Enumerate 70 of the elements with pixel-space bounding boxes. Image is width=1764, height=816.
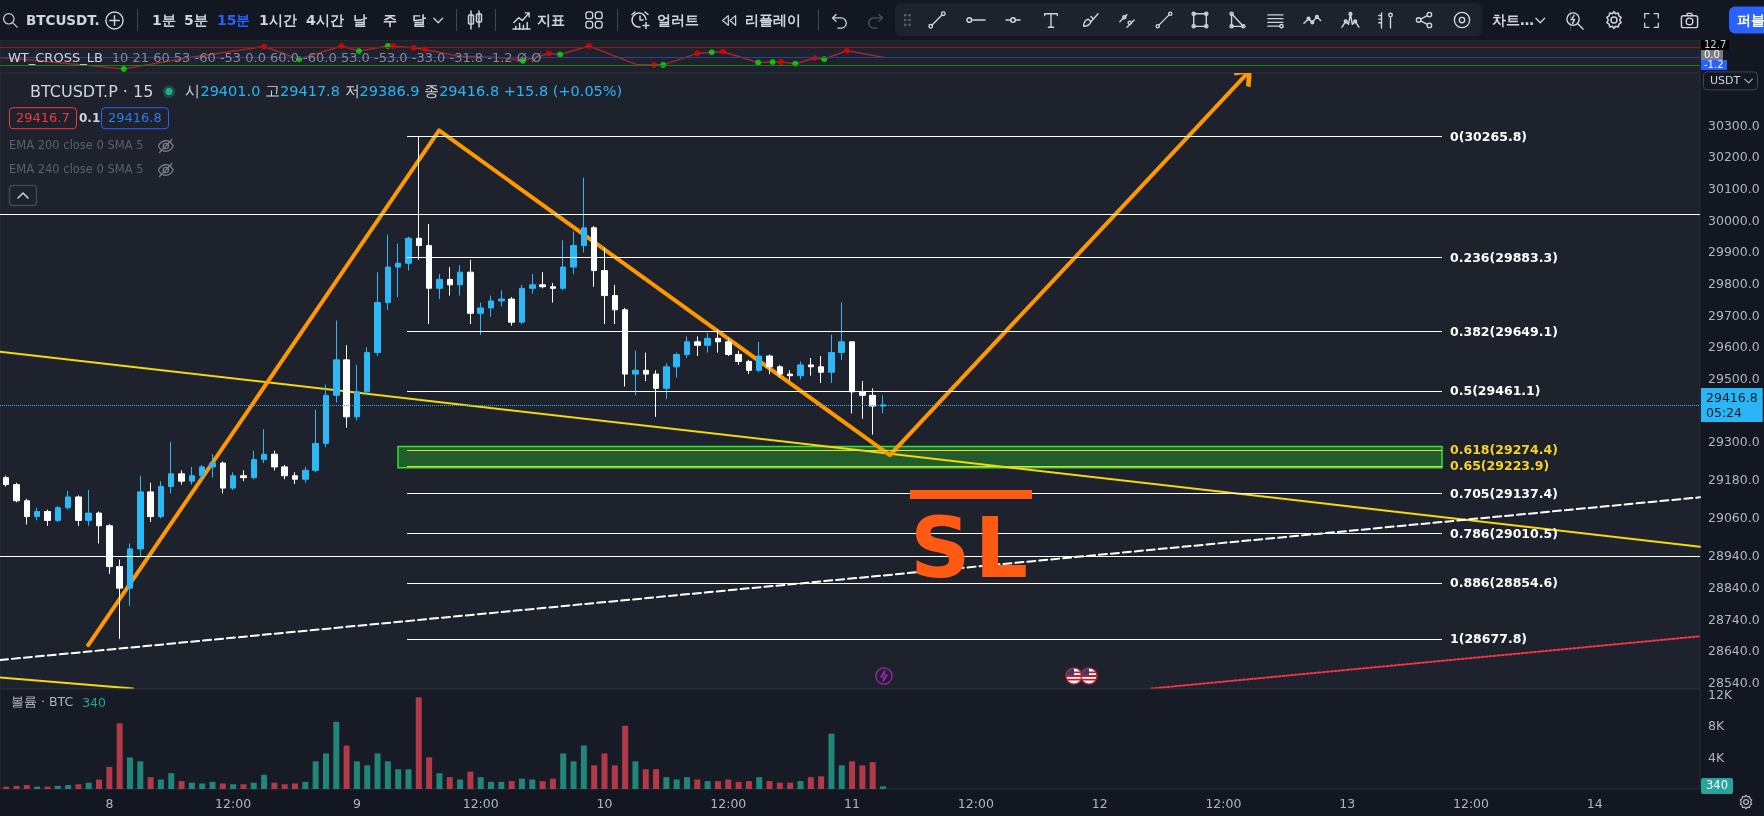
text: 달 xyxy=(412,11,426,29)
y-tick-label: 30000.0 xyxy=(1708,212,1760,228)
text: BTCUSDT.P · 15 xyxy=(30,81,154,101)
x-tick-label: 12:00 xyxy=(957,796,994,811)
text: 1분 xyxy=(152,11,176,29)
text: 15분 xyxy=(217,11,251,29)
chart-title: 볼륨 · BTC xyxy=(11,693,74,711)
ref-line-label: 1(28677.8) xyxy=(1450,631,1528,647)
ref-line-label: 0.786(29010.5) xyxy=(1450,526,1558,542)
y-tick-label: 29060.0 xyxy=(1708,510,1760,526)
y-tick-label: 28640.0 xyxy=(1708,643,1760,659)
y-tick-label: 29600.0 xyxy=(1708,339,1760,355)
x-tick-label: 14 xyxy=(1586,796,1603,811)
y-tick-label: 8K xyxy=(1708,718,1725,734)
annotation: EMA 240 close 0 SMA 5 xyxy=(9,162,144,177)
ref-line-label: 0.705(29137.4) xyxy=(1450,485,1558,501)
y-tick-label: 28740.0 xyxy=(1708,611,1760,627)
x-tick-label: 12 xyxy=(1091,796,1108,811)
y-tick-label: 29180.0 xyxy=(1708,472,1760,488)
text: 4시간 xyxy=(306,11,344,29)
text: 1시간 xyxy=(259,11,297,29)
x-tick-label: 11 xyxy=(844,796,861,811)
y-tick-label: 4K xyxy=(1708,749,1725,765)
annotation: 29416.7 xyxy=(9,107,77,129)
x-tick-label: 13 xyxy=(1339,796,1356,811)
y-tick-label: 30100.0 xyxy=(1708,181,1760,197)
y-tick-label: 29700.0 xyxy=(1708,307,1760,323)
text: 퍼블 xyxy=(1729,6,1764,34)
ref-line-label: 0.5(29461.1) xyxy=(1450,383,1541,399)
x-tick-label: 12:00 xyxy=(1452,796,1490,811)
y-tick-label: 29300.0 xyxy=(1708,434,1760,450)
y-tick-label: 29800.0 xyxy=(1708,276,1760,292)
text: USDT xyxy=(1703,71,1759,91)
text: 날 xyxy=(353,11,367,29)
y-tick-label: 29500.0 xyxy=(1708,371,1760,387)
text: -1.2 xyxy=(1701,59,1727,70)
text: 340 xyxy=(82,694,106,710)
y-tick-label: 29900.0 xyxy=(1708,244,1760,260)
annotation: 0.1 xyxy=(79,110,101,126)
annotation: EMA 200 close 0 SMA 5 xyxy=(9,138,144,153)
ref-line-label: 0.65(29223.9) xyxy=(1450,458,1550,474)
text: 지표 xyxy=(537,11,565,29)
ref-line-label: 0.382(29649.1) xyxy=(1450,323,1558,339)
text: 리플레이 xyxy=(745,11,801,29)
y-tick-label: 28940.0 xyxy=(1708,548,1760,564)
x-tick-label: 9 xyxy=(352,796,361,811)
text: 5분 xyxy=(184,11,208,29)
text: 주 xyxy=(383,11,397,29)
x-tick-label: 12:00 xyxy=(710,796,747,811)
x-tick-label: 12:00 xyxy=(215,796,252,811)
annotation: 340 xyxy=(1701,778,1733,795)
ref-line-label: 29416.8 05:24 xyxy=(1706,389,1758,420)
text: 얼러트 xyxy=(657,11,699,29)
annotation: 29416.8 xyxy=(101,107,169,129)
y-tick-label: 28840.0 xyxy=(1708,580,1760,596)
ref-line-label: 0.618(29274.4) xyxy=(1450,442,1558,458)
x-tick-label: 12:00 xyxy=(1205,796,1242,811)
text: 시29401.0 고29417.8 저29386.9 종29416.8 +15.8 (+0.05%) xyxy=(185,82,623,99)
ref-line-label: 0(30265.8) xyxy=(1450,128,1528,144)
x-tick-label: 8 xyxy=(105,796,114,811)
ref-line-label: 0.236(29883.3) xyxy=(1450,249,1558,265)
x-tick-label: 12:00 xyxy=(462,796,499,811)
y-tick-label: 30300.0 xyxy=(1708,117,1760,133)
x-tick-label: 10 xyxy=(596,796,613,811)
ref-line-label: 0.886(28854.6) xyxy=(1450,575,1558,591)
text: 0.0 xyxy=(1701,49,1723,60)
text: BTCUSDT. xyxy=(26,11,100,29)
y-tick-label: 30200.0 xyxy=(1708,149,1760,165)
text: 차트… xyxy=(1492,11,1534,29)
text: 12.7 xyxy=(1701,39,1730,50)
